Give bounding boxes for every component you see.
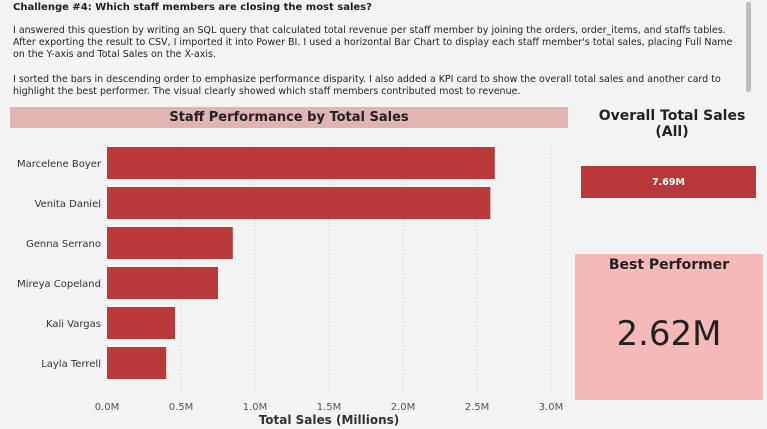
best-performer-value: 2.62M [616, 314, 722, 354]
chart-title: Staff Performance by Total Sales [10, 107, 568, 128]
bar-genna-serrano[interactable] [107, 227, 233, 259]
bar-kali-vargas[interactable] [107, 307, 176, 339]
x-axis-title: Total Sales (Millions) [259, 413, 400, 427]
kpi-total-title: Overall Total Sales (All) [598, 108, 746, 140]
x-tick-label: 0.5M [169, 402, 194, 413]
description-text-box: Challenge #4: Which staff members are cl… [0, 0, 752, 98]
kpi-total-sales-card: 7.69M [581, 166, 756, 198]
best-performer-title: Best Performer [608, 257, 730, 273]
y-category-label: Layla Terrell [41, 359, 101, 370]
best-performer-card: Best Performer 2.62M [575, 254, 763, 400]
bar-mireya-copeland[interactable] [107, 267, 218, 299]
description-paragraph-2: I sorted the bars in descending order to… [13, 74, 721, 97]
text-box-scrollbar[interactable] [746, 2, 751, 92]
challenge-title: Challenge #4: Which staff members are cl… [13, 2, 372, 13]
kpi-total-sales-value: 7.69M [652, 176, 685, 188]
x-tick-label: 1.0M [243, 402, 268, 413]
bar-layla-terrell[interactable] [107, 347, 167, 379]
y-category-label: Kali Vargas [46, 319, 101, 330]
x-tick-label: 2.0M [391, 402, 416, 413]
y-category-label: Genna Serrano [26, 239, 101, 250]
y-category-label: Venita Daniel [35, 199, 101, 210]
x-tick-label: 2.5M [465, 402, 490, 413]
x-tick-label: 3.0M [539, 402, 564, 413]
x-tick-label: 1.5M [317, 402, 342, 413]
description-paragraph-1: I answered this question by writing an S… [13, 25, 733, 60]
y-category-label: Mireya Copeland [17, 279, 101, 290]
bar-venita-daniel[interactable] [107, 187, 491, 219]
x-tick-label: 0.0M [95, 402, 120, 413]
bar-marcelene-boyer[interactable] [107, 147, 495, 179]
staff-sales-bar-chart: 0.0M 0.5M 1.0M 1.5M 2.0M 2.5M 3.0M Marcelene Bo… [17, 142, 564, 427]
y-category-label: Marcelene Boyer [17, 159, 102, 170]
